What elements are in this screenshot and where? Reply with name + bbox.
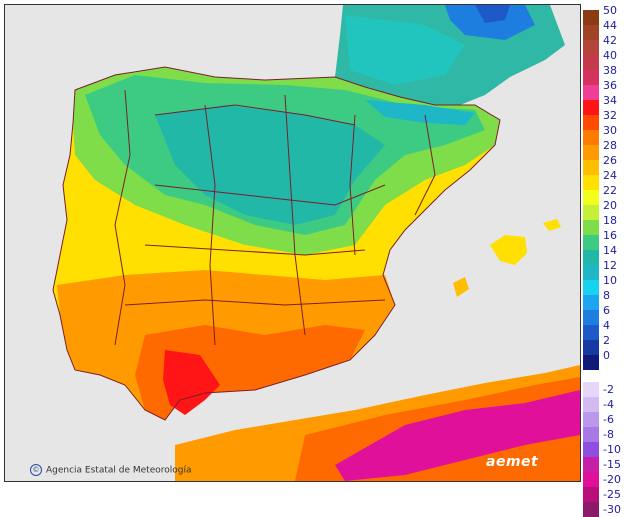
legend-label: 30: [603, 124, 617, 137]
legend-swatch: [583, 412, 599, 427]
legend-label: 28: [603, 139, 617, 152]
legend-swatch: [583, 100, 599, 115]
legend-label: 32: [603, 109, 617, 122]
legend-swatch: [583, 382, 599, 397]
pyrenees-cold-zone: [365, 100, 475, 125]
legend-label: 18: [603, 214, 617, 227]
legend-label: -25: [603, 488, 621, 501]
legend-swatch: [583, 115, 599, 130]
legend-swatch: [583, 427, 599, 442]
legend-swatch: [583, 85, 599, 100]
legend-label: 2: [603, 334, 610, 347]
temperature-legend: 50 44 42 40 38 36 34 32 30 28 26 24 22 20 18 16 14 12 10 8 6…: [583, 5, 627, 517]
legend-label: -10: [603, 443, 621, 456]
legend-swatch: [583, 250, 599, 265]
legend-label: -4: [603, 398, 614, 411]
legend-label: -2: [603, 383, 614, 396]
legend-label: 22: [603, 184, 617, 197]
legend-swatch: [583, 205, 599, 220]
legend-swatch: [583, 397, 599, 412]
menorca: [543, 219, 561, 231]
legend-label: -30: [603, 503, 621, 516]
legend-swatch: [583, 130, 599, 145]
france-cold-area: [445, 5, 535, 40]
legend-swatch: [583, 502, 599, 517]
legend-label: -20: [603, 473, 621, 486]
legend-label: 8: [603, 289, 610, 302]
legend-label: 50: [603, 4, 617, 17]
legend-swatch: [583, 235, 599, 250]
legend-swatch: [583, 310, 599, 325]
legend-swatch: [583, 487, 599, 502]
legend-swatch: [583, 355, 599, 370]
legend-swatch: [583, 340, 599, 355]
legend-swatch: [583, 457, 599, 472]
legend-label: -6: [603, 413, 614, 426]
legend-label: 20: [603, 199, 617, 212]
legend-swatch: [583, 25, 599, 40]
legend-label: 26: [603, 154, 617, 167]
legend-label: 42: [603, 34, 617, 47]
legend-swatch: [583, 442, 599, 457]
legend-swatch: [583, 280, 599, 295]
map-canvas: [5, 5, 580, 481]
ibiza: [453, 277, 469, 297]
legend-swatch: [583, 325, 599, 340]
agency-credit: © Agencia Estatal de Meteorología: [30, 464, 192, 476]
legend-swatch: [583, 265, 599, 280]
temperature-map: [4, 4, 581, 482]
agency-name: Agencia Estatal de Meteorología: [46, 465, 192, 476]
legend-label: 38: [603, 64, 617, 77]
mallorca: [490, 235, 527, 265]
legend-label: 34: [603, 94, 617, 107]
aemet-logo: aemet: [486, 454, 539, 470]
legend-label: 6: [603, 304, 610, 317]
legend-label: 40: [603, 49, 617, 62]
atlas-cold-zone: [335, 390, 580, 481]
legend-label: 4: [603, 319, 610, 332]
france-coldest-area: [475, 5, 510, 23]
copyright-icon: ©: [30, 464, 42, 476]
legend-label: 10: [603, 274, 617, 287]
legend-swatch: [583, 55, 599, 70]
legend-swatch: [583, 145, 599, 160]
legend-label: 16: [603, 229, 617, 242]
legend-label: 12: [603, 259, 617, 272]
legend-swatch: [583, 295, 599, 310]
legend-swatch: [583, 160, 599, 175]
legend-label: 0: [603, 349, 610, 362]
legend-label: -15: [603, 458, 621, 471]
legend-swatch: [583, 190, 599, 205]
legend-swatch: [583, 175, 599, 190]
northern-plateau-zone: [155, 105, 385, 225]
legend-swatch: [583, 220, 599, 235]
legend-label: 24: [603, 169, 617, 182]
legend-swatch: [583, 10, 599, 25]
province-borders: [52, 66, 501, 421]
legend-swatch: [583, 472, 599, 487]
legend-label: 44: [603, 19, 617, 32]
legend-swatch: [583, 70, 599, 85]
legend-label: -8: [603, 428, 614, 441]
legend-label: 14: [603, 244, 617, 257]
legend-swatch: [583, 40, 599, 55]
legend-label: 36: [603, 79, 617, 92]
france-cool-area: [345, 15, 465, 85]
guadalquivir-hottest-zone: [163, 350, 220, 415]
